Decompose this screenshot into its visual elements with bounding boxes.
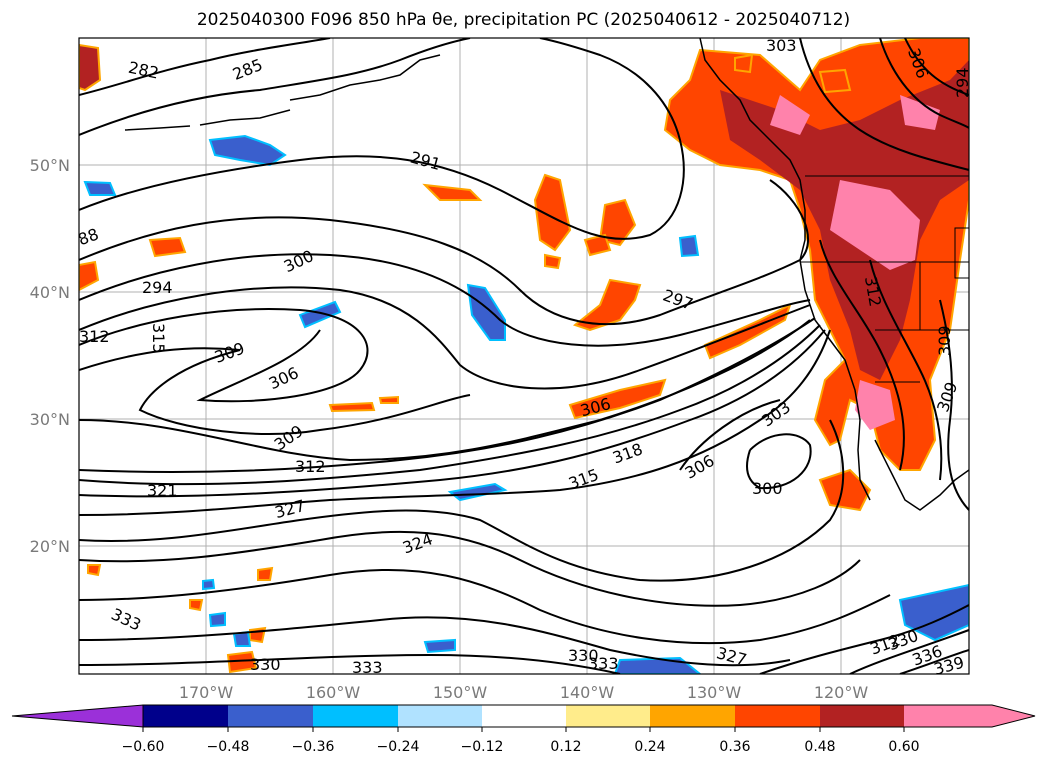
- lon-tick-label: 140°W: [560, 683, 615, 702]
- colorbar-tick-label: 0.12: [550, 739, 581, 755]
- contour-label: 330: [250, 655, 281, 674]
- lat-tick-label: 30°N: [30, 410, 70, 429]
- colorbar-low-extension: [11, 704, 144, 728]
- lat-tick-label: 50°N: [30, 156, 70, 175]
- colorbar-segment: [735, 705, 820, 727]
- map-frame: [78, 37, 970, 675]
- map-title: 2025040300 F096 850 hPa θe, precipitatio…: [196, 10, 851, 30]
- contour-label: 321: [147, 481, 178, 500]
- colorbar-segment: [482, 705, 566, 727]
- lon-tick-label: 170°W: [179, 683, 234, 702]
- lon-tick-labels: 170°W 160°W 150°W 140°W 130°W 120°W: [179, 683, 869, 702]
- colorbar-tick-label: −0.48: [207, 739, 250, 755]
- colorbar-tick-label: 0.36: [719, 739, 750, 755]
- lon-tick-label: 120°W: [814, 683, 869, 702]
- contour-label: 303: [766, 36, 797, 55]
- contour-label: 339: [932, 653, 966, 679]
- colorbar-tick-label: −0.24: [377, 739, 420, 755]
- contour-label: 88: [76, 224, 102, 249]
- contour-label: 315: [149, 323, 168, 354]
- lat-tick-label: 20°N: [30, 537, 70, 556]
- colorbar-segment: [650, 705, 735, 727]
- contour-label: 294: [953, 67, 972, 98]
- colorbar-segment: [228, 705, 313, 727]
- colorbar-segment: [313, 705, 398, 727]
- colorbar-segment: [143, 705, 228, 727]
- colorbar-tick-labels: −0.60 −0.48 −0.36 −0.24 −0.12 0.12 0.24 …: [122, 739, 920, 755]
- contour-label: 333: [588, 654, 619, 673]
- contour-label: 300: [752, 479, 783, 498]
- negative-precip-areas: [83, 134, 969, 674]
- colorbar-tick-label: 0.60: [888, 739, 919, 755]
- colorbar-segment: [398, 705, 482, 727]
- borders: [800, 175, 969, 383]
- contour-label: 312: [295, 457, 326, 476]
- contour-label: 309: [935, 325, 954, 356]
- colorbar-segment: [566, 705, 650, 727]
- contour-label: 333: [352, 658, 383, 677]
- colorbar-tick-label: 0.48: [804, 739, 835, 755]
- colorbar-tick-label: 0.24: [634, 739, 665, 755]
- coastlines: [124, 38, 969, 511]
- colorbar-segment: [820, 705, 904, 727]
- colorbar-tick-label: −0.12: [461, 739, 504, 755]
- lat-tick-label: 40°N: [30, 283, 70, 302]
- colorbar-tick-label: −0.60: [122, 739, 165, 755]
- lat-tick-labels: 50°N 40°N 30°N 20°N: [30, 156, 70, 556]
- colorbar-tick-label: −0.36: [292, 739, 335, 755]
- lon-tick-label: 130°W: [687, 683, 742, 702]
- contour-label: 294: [142, 278, 173, 297]
- contour-label: 312: [79, 327, 110, 346]
- lon-tick-label: 150°W: [433, 683, 488, 702]
- colorbar-high-extension: [904, 705, 1035, 727]
- lon-tick-label: 160°W: [306, 683, 361, 702]
- contour-label: 330: [568, 646, 599, 665]
- colorbar: −0.60 −0.48 −0.36 −0.24 −0.12 0.12 0.24 …: [11, 704, 1036, 755]
